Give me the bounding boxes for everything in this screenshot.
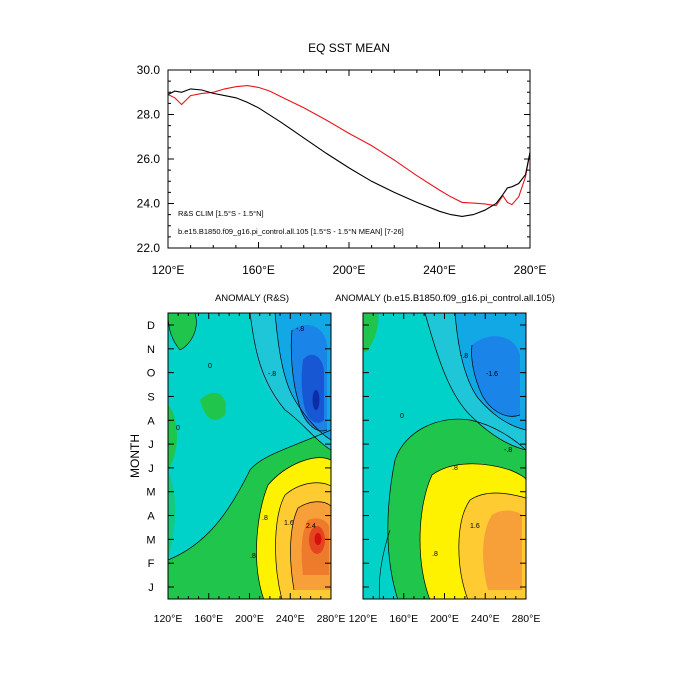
x-tick-label: 160°E <box>242 263 275 277</box>
x-tick-label: 120°E <box>154 613 183 625</box>
month-tick-label: A <box>147 415 155 427</box>
line-chart-ticks: 120°E 160°E 200°E 240°E 280°E 22.0 24.0 26.0 28.… <box>137 63 547 277</box>
contour-label: .8 <box>432 551 438 558</box>
legend-entry-rs-clim: R&S CLIM [1.5°S - 1.5°N] <box>178 209 264 218</box>
line-series-rs-clim <box>168 85 530 207</box>
contour-label: -.8 <box>460 353 468 360</box>
month-tick-label: O <box>147 368 156 380</box>
month-tick-label: S <box>147 391 154 403</box>
contour-label: -1.6 <box>486 371 498 378</box>
month-tick-label: A <box>147 511 155 523</box>
panel-b-contours <box>363 313 526 599</box>
x-tick-label: 280°E <box>317 613 346 625</box>
x-tick-label: 280°E <box>514 263 547 277</box>
month-tick-label: F <box>148 558 155 570</box>
line-chart-plot <box>168 85 530 217</box>
line-chart-title: EQ SST MEAN <box>308 41 390 55</box>
y-tick-label: 28.0 <box>137 108 161 122</box>
contour-label: -.8 <box>504 447 512 454</box>
panel-b-title: ANOMALY (b.e15.B1850.f09_g16.pi_control.… <box>335 293 555 304</box>
contour-label: 0 <box>400 413 404 420</box>
month-tick-label: J <box>148 439 154 451</box>
x-tick-label: 240°E <box>423 263 456 277</box>
contour-label: 0 <box>208 363 212 370</box>
x-tick-label: 120°E <box>349 613 378 625</box>
contour-label: -.8 <box>296 326 304 333</box>
month-tick-label: M <box>146 487 155 499</box>
x-tick-label: 240°E <box>471 613 500 625</box>
x-tick-label: 120°E <box>152 263 185 277</box>
y-tick-label: 26.0 <box>137 152 161 166</box>
y-tick-label: 30.0 <box>137 63 161 77</box>
panel-b-contour-labels: -.8 -.8 -1.6 .8 1.6 0 .8 <box>400 353 512 558</box>
month-tick-label: D <box>147 320 155 332</box>
line-chart-frame <box>167 69 531 249</box>
legend-entry-model: b.e15.B1850.f09_g16.pi_control.all.105 [… <box>178 227 404 236</box>
x-tick-label: 200°E <box>333 263 366 277</box>
panel-a-title: ANOMALY (R&S) <box>215 293 289 304</box>
month-tick-label: M <box>146 534 155 546</box>
contour-label: 2.4 <box>306 523 316 530</box>
contour-label: 1.6 <box>470 523 480 530</box>
x-tick-label: 200°E <box>430 613 459 625</box>
panel-a-ticks: 120°E 160°E 200°E 240°E 280°E <box>154 313 346 625</box>
contour-label: .8 <box>452 465 458 472</box>
panel-b-ticks: 120°E 160°E 200°E 240°E 280°E <box>349 313 541 625</box>
panel-a-contour-labels: -.8 -.8 0 .8 .8 1.6 2.4 0 <box>176 326 316 560</box>
contour-label: .8 <box>262 515 268 522</box>
contour-label: -.8 <box>268 371 276 378</box>
x-tick-label: 280°E <box>512 613 541 625</box>
x-tick-label: 240°E <box>276 613 305 625</box>
panel-a-contours <box>168 313 331 599</box>
x-tick-label: 160°E <box>194 613 223 625</box>
month-tick-label: N <box>147 344 155 356</box>
x-tick-label: 200°E <box>235 613 264 625</box>
month-axis-title: MONTH <box>128 434 142 478</box>
y-tick-label: 24.0 <box>137 197 161 211</box>
contour-label: 1.6 <box>284 520 294 527</box>
x-tick-label: 160°E <box>389 613 418 625</box>
contour-label: .8 <box>250 553 256 560</box>
month-tick-label: J <box>148 463 154 475</box>
contour-label: 0 <box>176 425 180 432</box>
line-series-model <box>168 88 530 217</box>
y-tick-label: 22.0 <box>137 241 161 255</box>
month-tick-label: J <box>148 582 154 594</box>
